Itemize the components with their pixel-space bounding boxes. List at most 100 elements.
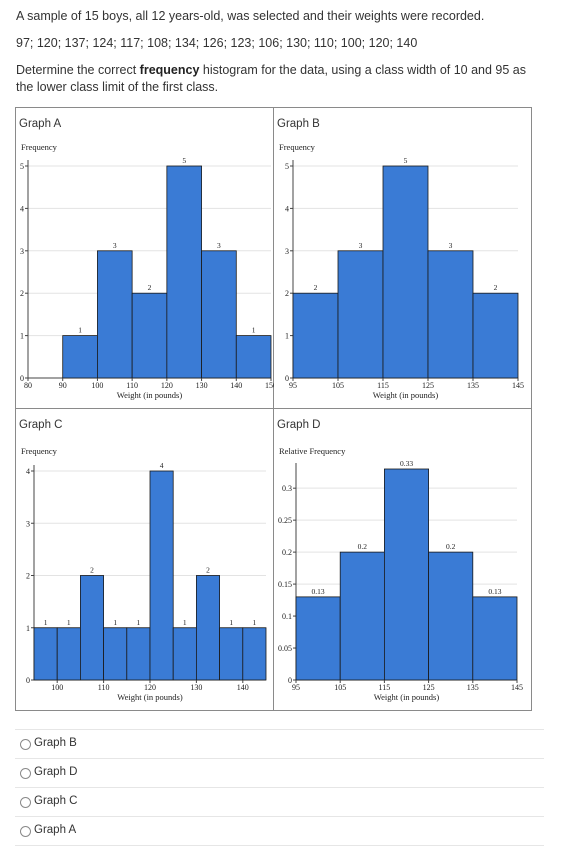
histogram-bar xyxy=(382,165,429,379)
y-tick-label: 0 xyxy=(288,676,292,685)
graph-c-panel: 0 1 2 3 4 Frequency 1 1 2 1 1 4 1 2 1 1 100 110 120 130 140 W… xyxy=(16,409,274,710)
option-graph-b[interactable]: Graph B xyxy=(15,729,544,758)
y-axis-label: Relative Frequency xyxy=(279,446,346,456)
graph-a-chart: 0 1 2 3 4 5 Frequency 1 3 2 5 3 1 80 90 100 110 120 130 140… xyxy=(20,142,274,400)
bar-data-label: 0.2 xyxy=(358,542,368,551)
x-tick-label: 80 xyxy=(24,381,32,390)
option-graph-c[interactable]: Graph C xyxy=(15,787,544,816)
bar-data-label: 1 xyxy=(252,326,256,335)
x-axis-label: Weight (in pounds) xyxy=(374,692,440,702)
graph-b-title: Graph B xyxy=(277,118,320,130)
histogram-bar xyxy=(126,627,151,681)
bar-data-label: 0.2 xyxy=(446,542,456,551)
option-label: Graph B xyxy=(34,737,77,749)
histogram-bar xyxy=(472,596,518,681)
bar-data-label: 3 xyxy=(217,241,221,250)
y-tick-label: 3 xyxy=(26,519,30,528)
y-tick-label: 1 xyxy=(26,624,30,633)
histogram-bar xyxy=(384,468,430,681)
y-tick-label: 3 xyxy=(285,247,289,256)
x-axis-label: Weight (in pounds) xyxy=(373,390,439,400)
bar-data-label: 0.13 xyxy=(488,587,501,596)
bar-data-label: 3 xyxy=(359,241,363,250)
histogram-bar xyxy=(292,292,339,379)
bar-data-label: 3 xyxy=(449,241,453,250)
bar-data-label: 2 xyxy=(148,283,152,292)
graph-a-title: Graph A xyxy=(19,118,62,130)
graph-b-chart: 0 1 2 3 4 5 Frequency 2 3 5 3 2 95 105 115 125 135 145 Wei… xyxy=(279,142,524,400)
histogram-bar xyxy=(242,627,267,681)
y-tick-label: 4 xyxy=(26,467,30,476)
histogram-bar xyxy=(219,627,244,681)
x-tick-label: 95 xyxy=(292,683,300,692)
radio-button[interactable] xyxy=(20,797,31,808)
answer-options: Graph B Graph D Graph C Graph A xyxy=(15,729,544,846)
bar-data-label: 2 xyxy=(314,283,318,292)
x-axis-label: Weight (in pounds) xyxy=(117,390,183,400)
y-tick-label: 0.3 xyxy=(282,484,292,493)
histogram-bar xyxy=(166,165,202,379)
y-tick-label: 4 xyxy=(285,204,289,213)
x-tick-label: 120 xyxy=(144,683,156,692)
x-tick-label: 100 xyxy=(51,683,63,692)
x-tick-label: 115 xyxy=(377,381,389,390)
histogram-bar xyxy=(427,250,474,379)
histogram-bar xyxy=(62,335,98,379)
radio-button[interactable] xyxy=(20,739,31,750)
y-tick-label: 2 xyxy=(20,289,24,298)
y-tick-label: 2 xyxy=(26,572,30,581)
x-tick-label: 125 xyxy=(423,683,435,692)
histogram-bar xyxy=(33,627,58,681)
x-tick-label: 140 xyxy=(230,381,242,390)
y-tick-label: 4 xyxy=(20,204,24,213)
y-tick-label: 0 xyxy=(26,676,30,685)
bar-data-label: 1 xyxy=(67,618,71,627)
bar-data-label: 1 xyxy=(44,618,48,627)
bar-data-label: 1 xyxy=(137,618,141,627)
histogram-bar xyxy=(201,250,237,379)
prompt-text-start: Determine the correct xyxy=(16,63,140,77)
bar-data-label: 3 xyxy=(113,241,117,250)
x-tick-label: 150 xyxy=(265,381,274,390)
y-tick-label: 0 xyxy=(20,374,24,383)
histogram-bar xyxy=(172,627,197,681)
histogram-bar xyxy=(80,575,105,681)
option-label: Graph D xyxy=(34,766,78,778)
x-tick-label: 135 xyxy=(467,683,479,692)
y-tick-label: 2 xyxy=(285,289,289,298)
y-tick-label: 0.05 xyxy=(278,644,292,653)
y-tick-label: 0.25 xyxy=(278,516,292,525)
graph-a-panel: 0 1 2 3 4 5 Frequency 1 3 2 5 3 1 80 90 100 110 120 130 140… xyxy=(16,108,274,409)
histogram-bar xyxy=(195,575,220,681)
bar-data-label: 0.33 xyxy=(400,459,413,468)
x-axis-label: Weight (in pounds) xyxy=(117,692,183,702)
y-axis-label: Frequency xyxy=(21,446,58,456)
histogram-bar xyxy=(149,470,174,681)
bar-data-label: 1 xyxy=(183,618,187,627)
data-values: 97; 120; 137; 124; 117; 108; 134; 126; 1… xyxy=(16,36,418,50)
y-tick-label: 5 xyxy=(285,162,289,171)
x-tick-label: 135 xyxy=(467,381,479,390)
histogram-bar xyxy=(103,627,128,681)
question-text: A sample of 15 boys, all 12 years-old, w… xyxy=(16,9,485,23)
y-tick-label: 3 xyxy=(20,247,24,256)
x-tick-label: 145 xyxy=(511,683,523,692)
radio-button[interactable] xyxy=(20,826,31,837)
histogram-bar xyxy=(337,250,384,379)
question-prompt: Determine the correct frequency histogra… xyxy=(16,62,536,96)
bar-data-label: 1 xyxy=(78,326,82,335)
x-tick-label: 110 xyxy=(126,381,138,390)
graph-d-title: Graph D xyxy=(277,419,321,431)
radio-button[interactable] xyxy=(20,768,31,779)
bar-data-label: 2 xyxy=(494,283,498,292)
x-tick-label: 130 xyxy=(190,683,202,692)
histogram-bar xyxy=(235,335,272,379)
option-graph-a[interactable]: Graph A xyxy=(15,816,544,846)
graph-c-chart: 0 1 2 3 4 Frequency 1 1 2 1 1 4 1 2 1 1 100 110 120 130 140 W… xyxy=(21,446,267,702)
graph-c-title: Graph C xyxy=(19,419,63,431)
option-graph-d[interactable]: Graph D xyxy=(15,758,544,787)
graph-d-chart: 0 0.05 0.1 0.15 0.2 0.25 0.3 Relative Frequency… xyxy=(278,446,523,702)
x-tick-label: 110 xyxy=(98,683,110,692)
x-tick-label: 115 xyxy=(379,683,391,692)
x-tick-label: 105 xyxy=(332,381,344,390)
